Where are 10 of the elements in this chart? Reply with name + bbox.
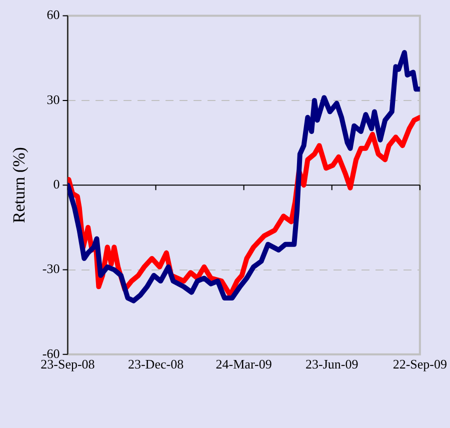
y-tick-label: 30 — [46, 92, 60, 107]
x-tick-label: 22-Sep-09 — [392, 356, 448, 372]
x-tick-label: 23-Dec-08 — [128, 356, 184, 372]
y-tick-label: 0 — [53, 176, 60, 192]
y-tick-label: -60 — [42, 346, 60, 361]
x-tick-label: 24-Mar-09 — [216, 356, 272, 372]
x-tick-label: 23-Jun-09 — [306, 356, 358, 372]
y-axis-title: Return (%) — [10, 147, 29, 224]
y-tick-label: 60 — [46, 7, 60, 22]
y-tick-label: -30 — [42, 261, 60, 276]
